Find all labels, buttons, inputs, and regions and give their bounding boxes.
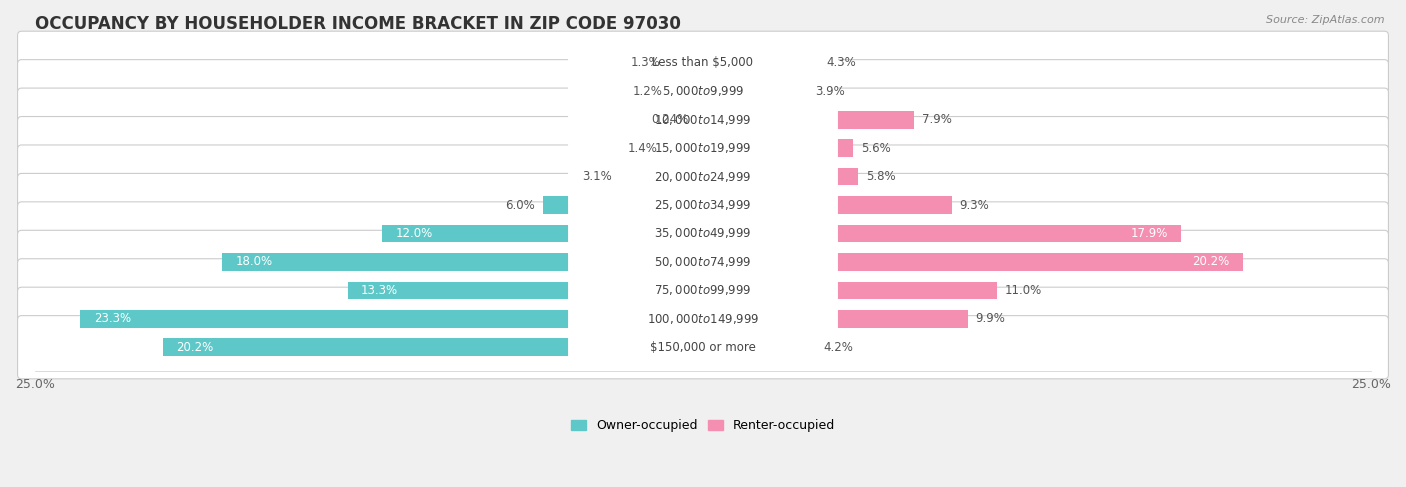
FancyBboxPatch shape (568, 80, 838, 102)
Text: Less than $5,000: Less than $5,000 (652, 56, 754, 69)
Text: 20.2%: 20.2% (177, 341, 214, 354)
Bar (222, 253, 703, 271)
Bar (703, 310, 967, 328)
Text: 9.3%: 9.3% (959, 199, 990, 211)
Text: 4.2%: 4.2% (824, 341, 853, 354)
Text: $25,000 to $34,999: $25,000 to $34,999 (654, 198, 752, 212)
Bar (665, 139, 703, 157)
Bar (347, 281, 703, 299)
FancyBboxPatch shape (568, 279, 838, 301)
Text: OCCUPANCY BY HOUSEHOLDER INCOME BRACKET IN ZIP CODE 97030: OCCUPANCY BY HOUSEHOLDER INCOME BRACKET … (35, 15, 681, 33)
FancyBboxPatch shape (17, 173, 1389, 237)
Text: 6.0%: 6.0% (505, 199, 534, 211)
Legend: Owner-occupied, Renter-occupied: Owner-occupied, Renter-occupied (567, 414, 839, 437)
Text: $150,000 or more: $150,000 or more (650, 341, 756, 354)
Text: 5.6%: 5.6% (860, 142, 890, 155)
Bar (703, 54, 818, 72)
Text: 1.2%: 1.2% (633, 85, 662, 98)
Text: 20.2%: 20.2% (1192, 255, 1229, 268)
Bar (696, 111, 703, 129)
Text: $35,000 to $49,999: $35,000 to $49,999 (654, 226, 752, 241)
FancyBboxPatch shape (568, 166, 838, 187)
Text: $100,000 to $149,999: $100,000 to $149,999 (647, 312, 759, 326)
Text: $20,000 to $24,999: $20,000 to $24,999 (654, 169, 752, 184)
FancyBboxPatch shape (568, 251, 838, 273)
FancyBboxPatch shape (568, 194, 838, 216)
Bar (382, 225, 703, 242)
Text: 13.3%: 13.3% (361, 284, 398, 297)
Bar (703, 82, 807, 100)
Text: 18.0%: 18.0% (235, 255, 273, 268)
Bar (80, 310, 703, 328)
Bar (620, 168, 703, 186)
Text: 4.3%: 4.3% (825, 56, 856, 69)
Bar (703, 139, 852, 157)
Text: $15,000 to $19,999: $15,000 to $19,999 (654, 141, 752, 155)
Bar (703, 111, 914, 129)
Text: 12.0%: 12.0% (395, 227, 433, 240)
FancyBboxPatch shape (17, 202, 1389, 265)
Text: 3.1%: 3.1% (582, 170, 612, 183)
Bar (703, 338, 815, 356)
FancyBboxPatch shape (17, 59, 1389, 123)
FancyBboxPatch shape (568, 137, 838, 159)
Text: 9.9%: 9.9% (976, 312, 1005, 325)
Text: 3.9%: 3.9% (815, 85, 845, 98)
FancyBboxPatch shape (17, 116, 1389, 180)
Text: 7.9%: 7.9% (922, 113, 952, 126)
FancyBboxPatch shape (17, 230, 1389, 294)
Text: 23.3%: 23.3% (94, 312, 131, 325)
FancyBboxPatch shape (17, 287, 1389, 350)
Bar (703, 168, 858, 186)
FancyBboxPatch shape (17, 259, 1389, 322)
Bar (703, 196, 952, 214)
Bar (671, 82, 703, 100)
FancyBboxPatch shape (568, 336, 838, 358)
FancyBboxPatch shape (568, 109, 838, 131)
Bar (703, 225, 1181, 242)
Bar (703, 281, 997, 299)
Text: Source: ZipAtlas.com: Source: ZipAtlas.com (1267, 15, 1385, 25)
Text: $50,000 to $74,999: $50,000 to $74,999 (654, 255, 752, 269)
Bar (543, 196, 703, 214)
Text: 5.8%: 5.8% (866, 170, 896, 183)
Text: $5,000 to $9,999: $5,000 to $9,999 (662, 84, 744, 98)
Text: 17.9%: 17.9% (1130, 227, 1168, 240)
Bar (703, 253, 1243, 271)
FancyBboxPatch shape (568, 223, 838, 244)
Bar (163, 338, 703, 356)
Text: $75,000 to $99,999: $75,000 to $99,999 (654, 283, 752, 298)
Bar (668, 54, 703, 72)
FancyBboxPatch shape (17, 31, 1389, 94)
Text: 11.0%: 11.0% (1005, 284, 1042, 297)
FancyBboxPatch shape (17, 316, 1389, 379)
Text: 0.24%: 0.24% (651, 113, 689, 126)
FancyBboxPatch shape (17, 88, 1389, 151)
Text: 1.4%: 1.4% (627, 142, 658, 155)
FancyBboxPatch shape (568, 308, 838, 330)
Text: $10,000 to $14,999: $10,000 to $14,999 (654, 112, 752, 127)
FancyBboxPatch shape (568, 52, 838, 74)
FancyBboxPatch shape (17, 145, 1389, 208)
Text: 1.3%: 1.3% (630, 56, 661, 69)
